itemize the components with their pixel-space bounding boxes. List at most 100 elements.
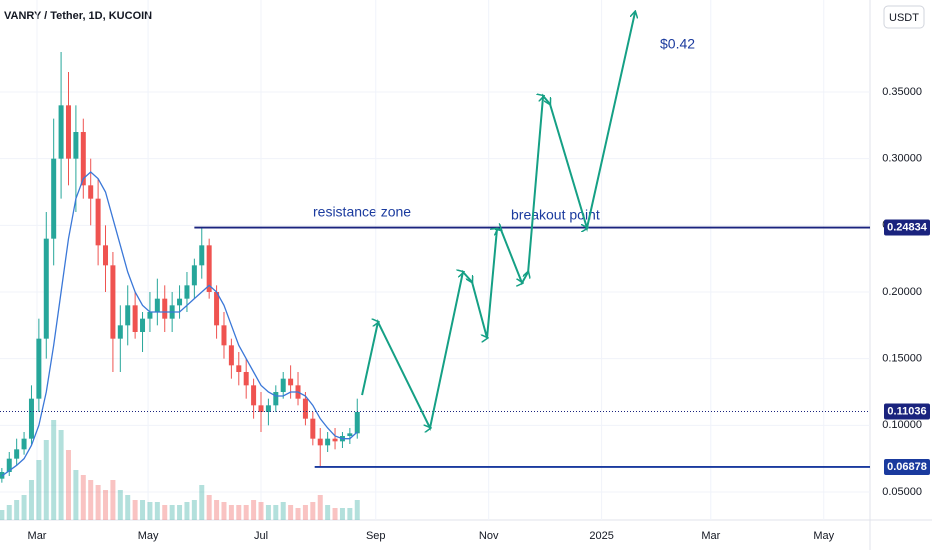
volume-bar [221, 502, 227, 520]
volume-bar [95, 485, 101, 520]
candle-body [65, 105, 71, 159]
volume-bar [147, 502, 153, 520]
annotation: breakout point [511, 207, 600, 223]
candle-body [132, 305, 138, 332]
candle-body [273, 392, 279, 406]
y-tick-label: 0.30000 [882, 153, 922, 165]
price-tag-label: 0.06878 [887, 461, 927, 473]
candle-body [36, 338, 42, 399]
volume-bar [199, 485, 205, 520]
volume-bar [65, 450, 71, 520]
candle-body [288, 378, 294, 386]
candle-body [21, 438, 27, 450]
volume-bar [169, 505, 175, 520]
candle-body [302, 398, 308, 419]
candle-body [103, 245, 109, 266]
candle-body [317, 438, 323, 446]
candle-body [280, 378, 286, 392]
candle-body [154, 298, 160, 312]
volume-bar [162, 505, 168, 520]
y-tick-label: 0.35000 [882, 86, 922, 98]
x-tick-label: Mar [701, 530, 720, 542]
candle-body [43, 238, 49, 339]
y-tick-label: 0.15000 [882, 353, 922, 365]
candle-body [265, 405, 271, 412]
volume-bar [265, 505, 271, 520]
volume-bar [273, 505, 279, 520]
volume-bar [88, 480, 94, 520]
volume-bar [243, 505, 249, 520]
candle-body [243, 372, 249, 386]
volume-bar [58, 430, 64, 520]
x-tick-label: 2025 [589, 530, 613, 542]
candle-body [206, 245, 212, 292]
volume-bar [354, 500, 360, 520]
volume-bar [236, 505, 242, 520]
candle-body [258, 405, 264, 412]
volume-bar [317, 495, 323, 520]
volume-bar [251, 500, 257, 520]
volume-bar [280, 502, 286, 520]
volume-bar [14, 500, 20, 520]
x-tick-label: Jul [254, 530, 268, 542]
volume-bar [339, 508, 345, 520]
volume-bar [0, 510, 5, 520]
volume-bar [132, 500, 138, 520]
currency[interactable]: USDT [889, 12, 919, 24]
candle-body [332, 438, 338, 442]
volume-bar [228, 505, 234, 520]
volume-bar [140, 500, 146, 520]
candle-body [354, 412, 360, 434]
y-tick-label: 0.20000 [882, 286, 922, 298]
price-tag [884, 219, 930, 236]
candle-body [214, 292, 220, 326]
volume-bar [332, 508, 338, 520]
candle-body [310, 418, 316, 439]
volume-bar [258, 502, 264, 520]
y-tick-label: 0.05000 [882, 486, 922, 498]
volume-bar [6, 505, 12, 520]
candle-body [228, 345, 234, 366]
volume-bar [288, 505, 294, 520]
candle-body [236, 365, 242, 372]
candle-body [191, 265, 197, 286]
x-tick-label: Nov [479, 530, 499, 542]
volume-bar [28, 480, 34, 520]
price-tag-label: 0.24834 [887, 221, 928, 233]
x-tick-label: May [813, 530, 834, 542]
candle-body [117, 325, 123, 339]
candle-body [251, 385, 257, 406]
volume-bar [103, 490, 109, 520]
candle-body [147, 312, 153, 319]
volume-bar [51, 420, 57, 520]
candle-body [162, 298, 168, 319]
candle-body [6, 458, 12, 472]
volume-bar [21, 495, 27, 520]
candle-body [140, 318, 146, 332]
currency-box[interactable] [883, 5, 925, 29]
volume-bar [110, 480, 116, 520]
volume-bar [43, 440, 49, 520]
candle-body [110, 265, 116, 339]
price-tag [884, 458, 930, 475]
candle-body [125, 305, 131, 326]
volume-bar [184, 502, 190, 520]
volume-bar [295, 508, 301, 520]
candle-body [88, 185, 94, 199]
candle-body [58, 105, 64, 159]
volume-bar [206, 495, 212, 520]
x-tick-label: Mar [28, 530, 47, 542]
volume-bar [36, 460, 42, 520]
candle-body [14, 449, 20, 459]
candle-body [80, 132, 86, 186]
candle-body [347, 433, 353, 436]
volume-bar [310, 502, 316, 520]
candle-body [73, 132, 79, 159]
volume-bar [154, 502, 160, 520]
candle-body [51, 158, 57, 239]
candle-body [177, 298, 183, 306]
candle-body [184, 285, 190, 299]
chart-title: VANRY / Tether, 1D, KUCOIN [4, 10, 152, 22]
candle-body [28, 398, 34, 439]
